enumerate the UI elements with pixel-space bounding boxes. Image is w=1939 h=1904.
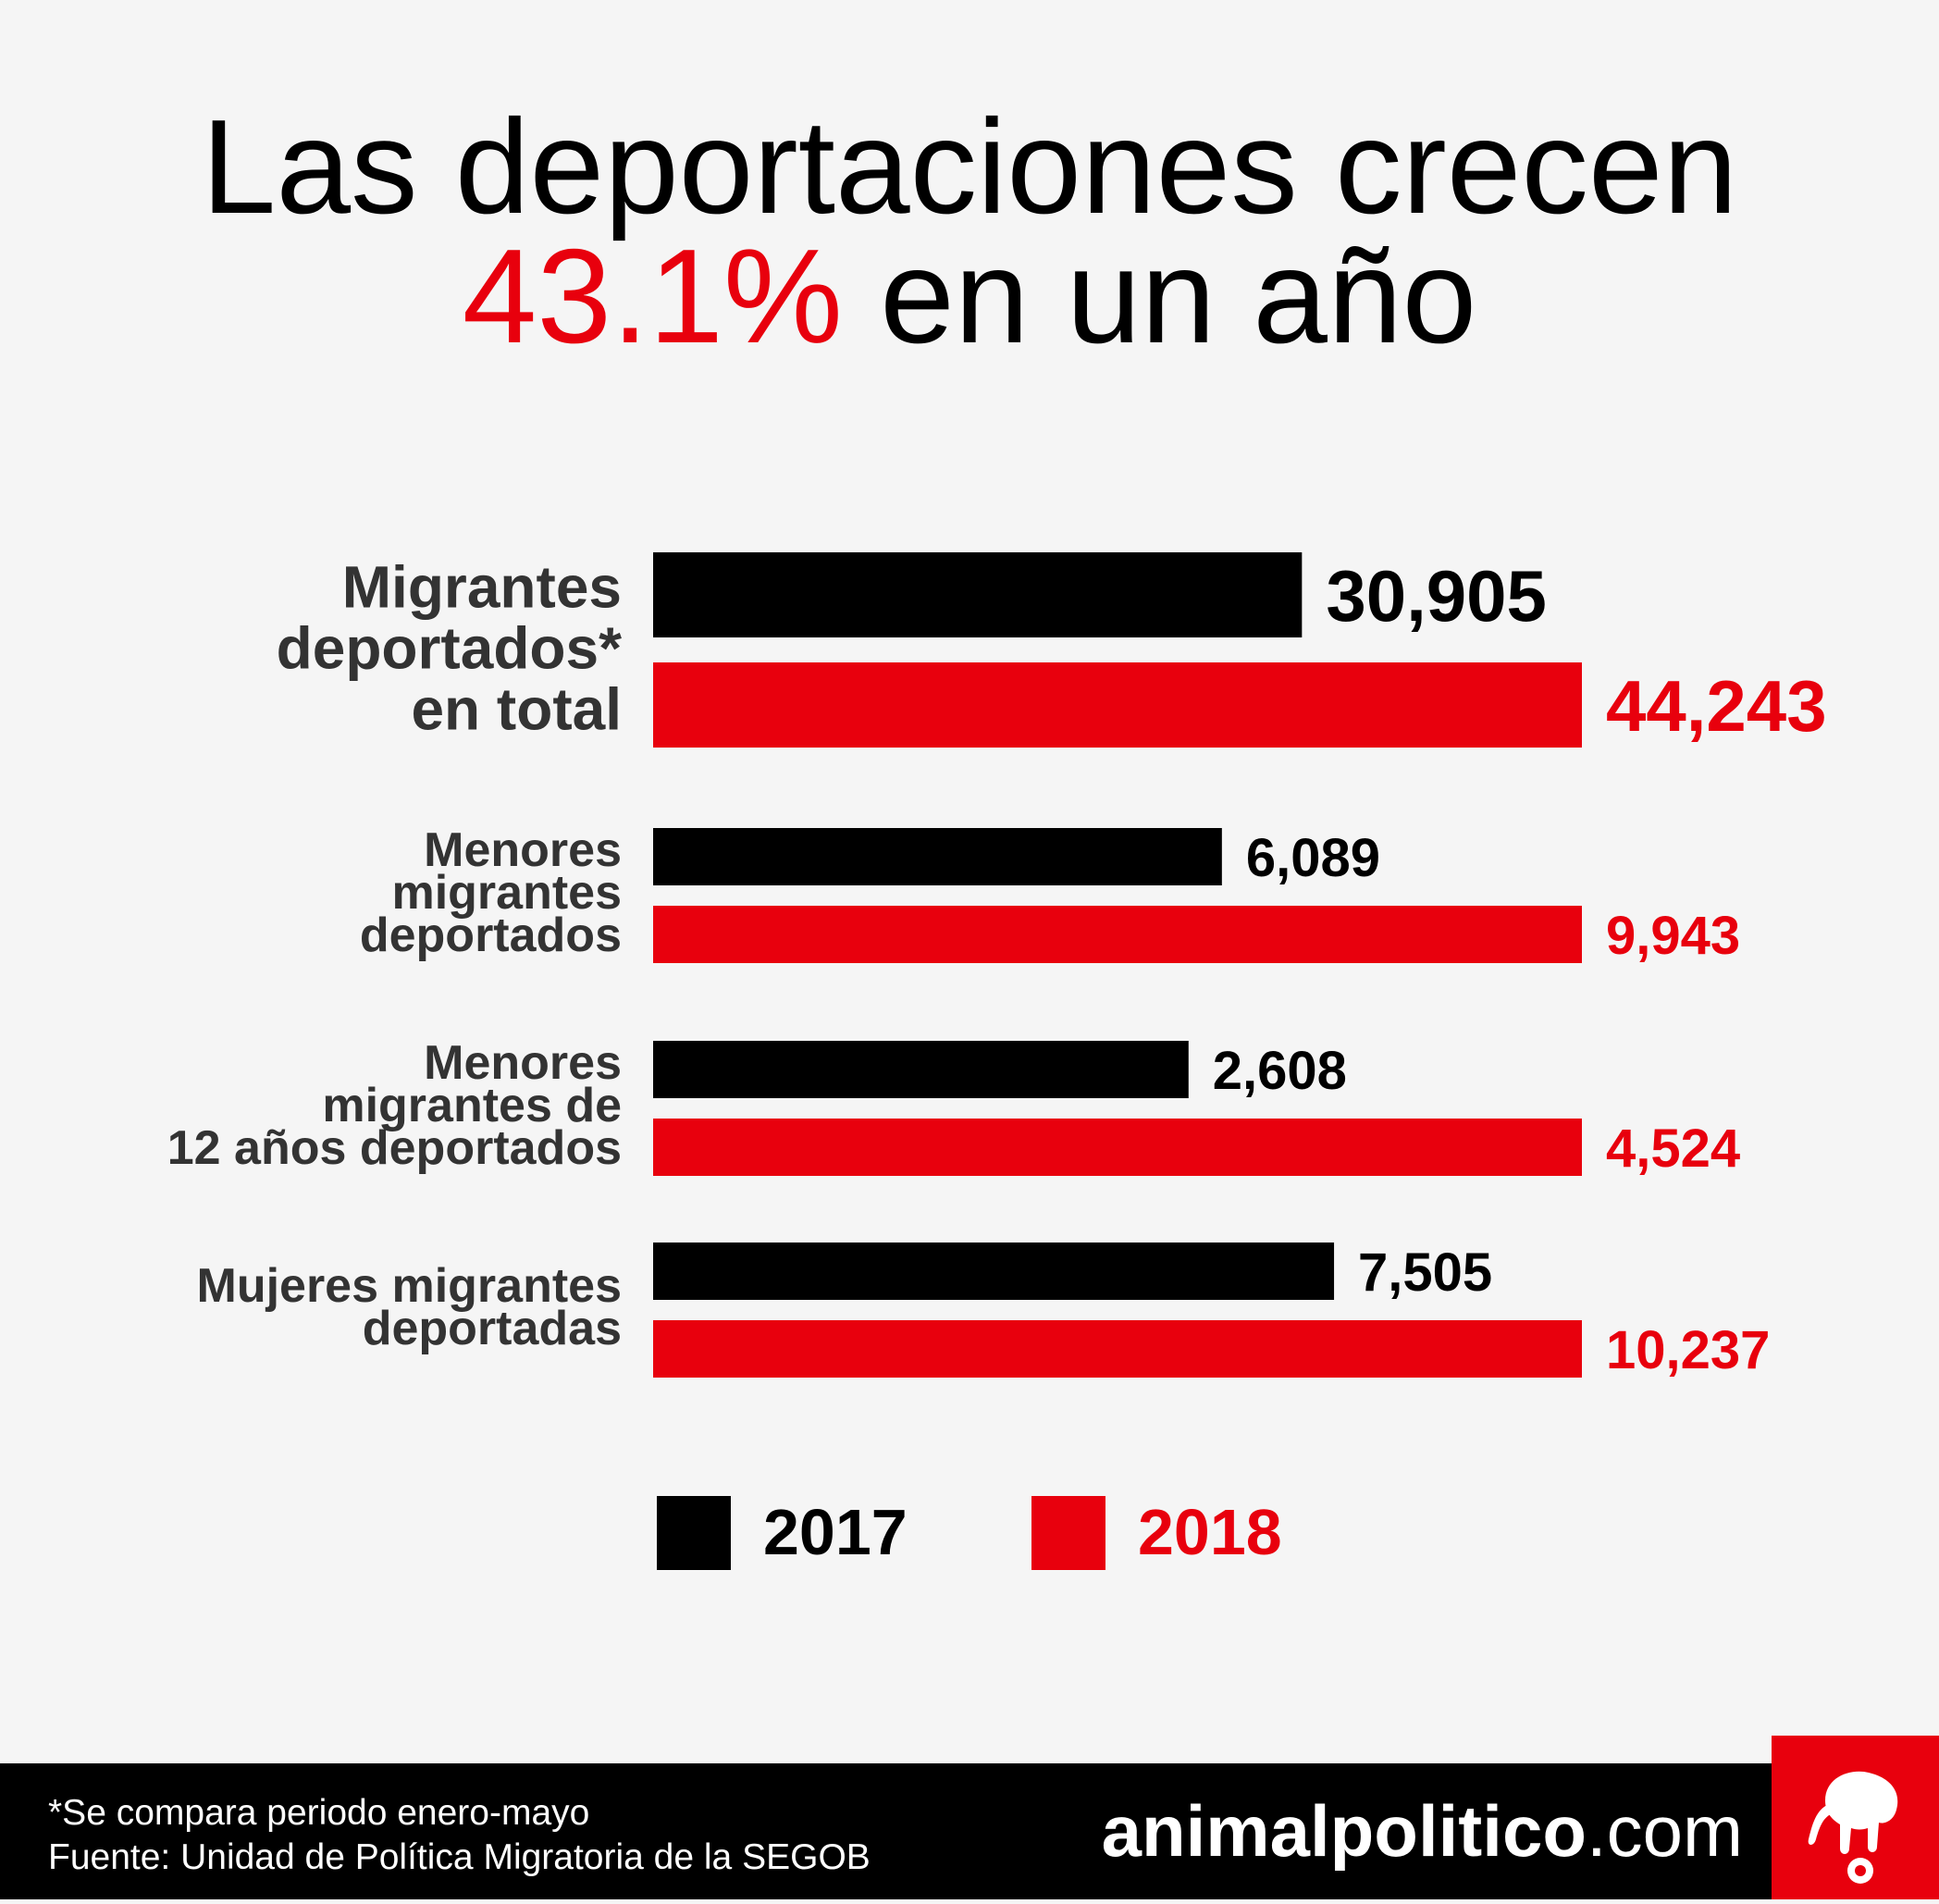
data-label-2018: 9,943: [1606, 906, 1740, 966]
category-label: deportados*: [277, 614, 622, 681]
category-label: Migrantes: [342, 553, 622, 620]
data-label-2017: 30,905: [1326, 555, 1547, 637]
page-title: Las deportaciones crecen 43.1% en un año: [0, 100, 1939, 364]
footnote: *Se compara periodo enero-mayo Fuente: U…: [48, 1791, 871, 1880]
legend-label-2017: 2017: [763, 1496, 908, 1568]
category-label: deportadas: [363, 1302, 622, 1355]
category-label: en total: [411, 675, 622, 742]
legend-swatch-2017: [657, 1496, 731, 1570]
category-label: 12 años deportados: [167, 1121, 622, 1175]
legend-label-2018: 2018: [1138, 1496, 1282, 1568]
title-line2: en un año: [842, 221, 1477, 371]
category-label: Mujeres migrantes: [197, 1259, 623, 1313]
bar-2017: [653, 1243, 1335, 1300]
bar-2018: [653, 662, 1582, 748]
data-label-2017: 6,089: [1246, 828, 1380, 888]
title-line1: Las deportaciones crecen: [201, 92, 1738, 241]
title-highlight: 43.1%: [462, 221, 843, 371]
bar-2018: [653, 1320, 1582, 1378]
logo: [1772, 1736, 1939, 1899]
bar-2017: [653, 552, 1303, 637]
category-label: Menores: [424, 823, 622, 877]
bar-2018: [653, 906, 1582, 963]
data-label-2018: 10,237: [1606, 1320, 1770, 1380]
bar-2018: [653, 1119, 1582, 1176]
bar-2017: [653, 828, 1222, 885]
footer: *Se compara periodo enero-mayo Fuente: U…: [0, 1736, 1939, 1899]
category-label: deportados: [360, 909, 622, 962]
footnote-source: Fuente: Unidad de Política Migratoria de…: [48, 1837, 871, 1877]
legend-swatch-2018: [1031, 1496, 1105, 1570]
category-label: Menores: [424, 1036, 622, 1090]
data-label-2017: 2,608: [1213, 1041, 1347, 1101]
data-label-2018: 4,524: [1606, 1119, 1740, 1179]
data-label-2018: 44,243: [1606, 665, 1827, 747]
elephant-icon: [1808, 1771, 1898, 1884]
brand-name: animalpolitico: [1101, 1790, 1587, 1872]
category-label: migrantes: [391, 866, 622, 920]
bar-2017: [653, 1041, 1189, 1098]
category-label: migrantes de: [322, 1079, 622, 1132]
brand-tld: .com: [1586, 1790, 1743, 1872]
data-label-2017: 7,505: [1358, 1243, 1492, 1303]
footnote-note: *Se compara periodo enero-mayo: [48, 1793, 590, 1833]
brand-link[interactable]: animalpolitico.com: [1102, 1789, 1743, 1873]
